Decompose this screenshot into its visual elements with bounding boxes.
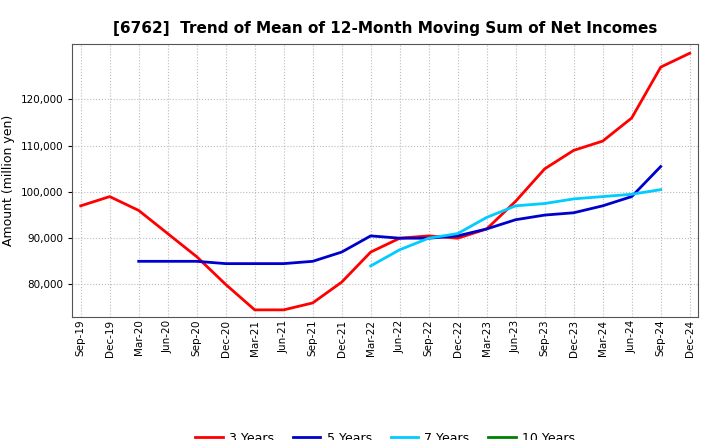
- Title: [6762]  Trend of Mean of 12-Month Moving Sum of Net Incomes: [6762] Trend of Mean of 12-Month Moving …: [113, 21, 657, 36]
- Line: 5 Years: 5 Years: [139, 166, 661, 264]
- 3 Years: [424, 233, 433, 238]
- 5 Years: [482, 226, 491, 231]
- 3 Years: [308, 300, 317, 305]
- 7 Years: [424, 235, 433, 241]
- 5 Years: [251, 261, 259, 266]
- 7 Years: [395, 247, 404, 253]
- 5 Years: [366, 233, 375, 238]
- 5 Years: [163, 259, 172, 264]
- 7 Years: [482, 215, 491, 220]
- 3 Years: [338, 279, 346, 285]
- 3 Years: [482, 226, 491, 231]
- 5 Years: [135, 259, 143, 264]
- 3 Years: [163, 231, 172, 236]
- Y-axis label: Amount (million yen): Amount (million yen): [1, 115, 15, 246]
- 3 Years: [395, 235, 404, 241]
- 3 Years: [279, 307, 288, 312]
- 5 Years: [541, 213, 549, 218]
- 7 Years: [570, 196, 578, 202]
- 5 Years: [598, 203, 607, 209]
- 3 Years: [251, 307, 259, 312]
- 5 Years: [627, 194, 636, 199]
- 3 Years: [105, 194, 114, 199]
- 3 Years: [627, 115, 636, 121]
- 3 Years: [657, 65, 665, 70]
- 5 Years: [308, 259, 317, 264]
- 7 Years: [511, 203, 520, 209]
- 7 Years: [598, 194, 607, 199]
- 3 Years: [135, 208, 143, 213]
- 3 Years: [221, 282, 230, 287]
- Legend: 3 Years, 5 Years, 7 Years, 10 Years: 3 Years, 5 Years, 7 Years, 10 Years: [191, 427, 580, 440]
- 3 Years: [598, 139, 607, 144]
- 7 Years: [541, 201, 549, 206]
- 5 Years: [454, 233, 462, 238]
- 5 Years: [570, 210, 578, 216]
- 3 Years: [570, 148, 578, 153]
- 5 Years: [424, 235, 433, 241]
- 5 Years: [338, 249, 346, 255]
- 3 Years: [511, 198, 520, 204]
- 5 Years: [192, 259, 201, 264]
- 5 Years: [279, 261, 288, 266]
- 3 Years: [76, 203, 85, 209]
- 3 Years: [685, 51, 694, 56]
- 5 Years: [395, 235, 404, 241]
- Line: 7 Years: 7 Years: [371, 190, 661, 266]
- 3 Years: [541, 166, 549, 172]
- 7 Years: [366, 263, 375, 268]
- 7 Years: [627, 192, 636, 197]
- 5 Years: [511, 217, 520, 222]
- 3 Years: [192, 254, 201, 259]
- 7 Years: [657, 187, 665, 192]
- 3 Years: [366, 249, 375, 255]
- 5 Years: [657, 164, 665, 169]
- 5 Years: [221, 261, 230, 266]
- 7 Years: [454, 231, 462, 236]
- Line: 3 Years: 3 Years: [81, 53, 690, 310]
- 3 Years: [454, 235, 462, 241]
